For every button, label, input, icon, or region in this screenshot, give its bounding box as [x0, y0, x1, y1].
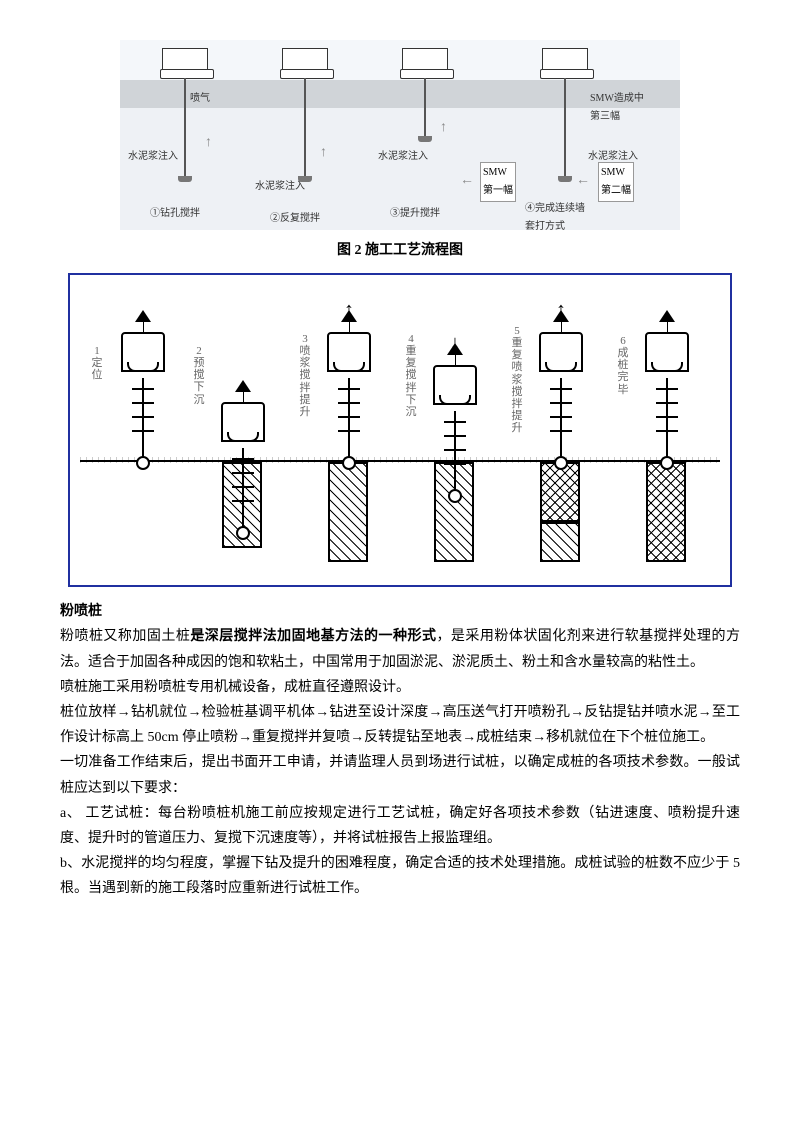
fig1-air-label: 喷气 [190, 90, 210, 108]
fig2-machine-3: ↑ [314, 310, 384, 470]
arrow-down-icon: ↓ [450, 325, 460, 361]
paragraph-6: b、水泥搅拌的均匀程度，掌握下钻及提升的困难程度，确定合适的技术处理措施。成桩试… [60, 851, 740, 901]
paragraph-5: a、 工艺试桩：每台粉喷桩机施工前应按规定进行工艺试桩，确定好各项技术参数（钻进… [60, 801, 740, 851]
fig2-pile-3 [328, 462, 368, 562]
fig2-machine-2 [208, 380, 278, 540]
fig1-inject-label-1: 水泥浆注入 [128, 148, 178, 166]
figure-2-pile-steps: 1 定位 2 预搅下沉 3 喷浆搅拌提升 ↑ 4 重复搅拌下沉 ↓ 5 重复喷浆… [68, 273, 732, 587]
arrow-up-icon: ↑ [344, 292, 354, 328]
fig1-stage-1: ①钻孔搅拌 [150, 205, 200, 223]
fig1-rig-3 [400, 48, 450, 79]
fig1-stage-2: ②反复搅拌 [270, 210, 320, 228]
fig1-stage-3: ③提升搅拌 [390, 205, 440, 223]
p1-part-b-bold: 是深层搅拌法加固地基方法的一种形式 [190, 629, 436, 644]
fig2-label-1: 1 定位 [90, 345, 104, 381]
paragraph-4: 一切准备工作结束后，提出书面开工申请，并请监理人员到场进行试桩，以确定成桩的各项… [60, 750, 740, 800]
arrow-up-icon: ↑ [556, 292, 566, 328]
fig2-machine-4: ↓ [420, 343, 490, 503]
fig2-machine-6 [632, 310, 702, 470]
fig2-pile-6 [646, 462, 686, 562]
figure-1-caption: 图 2 施工工艺流程图 [60, 238, 740, 263]
arrow-icon: ← [460, 168, 474, 193]
paragraph-3: 桩位放样→钻机就位→检验桩基调平机体→钻进至设计深度→高压送气打开喷粉孔→反钻提… [60, 700, 740, 750]
fig1-smw-box-1: SMW 第一幅 [480, 162, 516, 202]
arrow-icon: ← [576, 168, 590, 193]
fig2-label-3: 3 喷浆搅拌提升 [298, 333, 312, 418]
fig2-label-2: 2 预搅下沉 [192, 345, 206, 405]
fig2-label-6: 6 成桩完毕 [616, 335, 630, 395]
fig1-smw-box-2: SMW 第二幅 [598, 162, 634, 202]
fig1-inject-label-2: 水泥浆注入 [255, 178, 305, 196]
paragraph-1: 粉喷桩又称加固土桩是深层搅拌法加固地基方法的一种形式，是采用粉体状固化剂来进行软… [60, 624, 740, 674]
fig2-pile-5b [540, 522, 580, 562]
paragraph-2: 喷桩施工采用粉喷桩专用机械设备，成桩直径遵照设计。 [60, 675, 740, 700]
fig1-smw-making: SMW造成中 第三幅 [590, 90, 644, 126]
figure-1-construction-process: 喷气 水泥浆注入 ↑ ①钻孔搅拌 水泥浆注入 ↑ ②反复搅拌 水泥浆注入 ↑ ③… [120, 40, 680, 230]
fig1-rig-4 [540, 48, 590, 79]
fig1-inject-label-3: 水泥浆注入 [378, 148, 428, 166]
fig1-rig-1 [160, 48, 210, 79]
fig2-label-5: 5 重复喷浆搅拌提升 [510, 325, 524, 434]
p1-part-a: 粉喷桩又称加固土桩 [60, 629, 190, 644]
arrow-icon: ↑ [205, 130, 212, 155]
fig1-stage-4: ④完成连续墙 套打方式 [525, 200, 585, 236]
arrow-icon: ↑ [320, 140, 327, 165]
fig2-label-4: 4 重复搅拌下沉 [404, 333, 418, 418]
section-heading: 粉喷桩 [60, 599, 740, 624]
fig2-machine-1 [108, 310, 178, 470]
fig2-pile-5a [540, 462, 580, 522]
fig2-machine-5: ↑ [526, 310, 596, 470]
arrow-icon: ↑ [440, 115, 447, 140]
fig1-rig-2 [280, 48, 330, 79]
